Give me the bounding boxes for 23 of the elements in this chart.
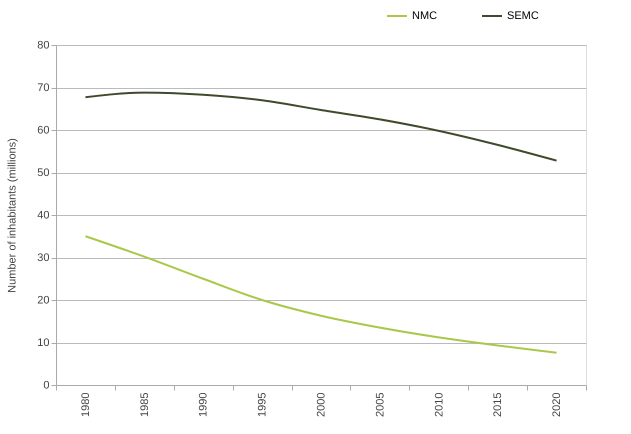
y-tick-label: 60	[37, 124, 50, 136]
y-tick-label: 70	[37, 82, 50, 94]
legend-label: SEMC	[507, 10, 539, 22]
line-series	[84, 92, 558, 162]
x-tick-label: 1990	[198, 392, 210, 417]
x-tick-label: 2010	[433, 392, 446, 417]
x-tick-label: 1980	[80, 392, 92, 417]
x-tick-label: 2020	[551, 392, 564, 417]
legend-label: NMC	[412, 10, 438, 22]
y-axis-title: Number of inhabitants (millions)	[6, 138, 18, 293]
y-tick-label: 40	[37, 210, 50, 222]
y-tick-label: 10	[37, 337, 50, 349]
x-tick-label: 1985	[138, 392, 151, 417]
y-tick-label: 30	[37, 252, 50, 264]
y-tick-label: 20	[37, 294, 50, 306]
x-tick-label: 2015	[492, 392, 504, 417]
x-tick-label: 2000	[316, 392, 328, 417]
x-tick-label: 2005	[374, 392, 386, 417]
x-tick-label: 1995	[256, 392, 269, 417]
line-series	[84, 235, 558, 354]
y-tick-label: 50	[37, 167, 50, 179]
y-tick-label: 80	[37, 40, 50, 52]
y-tick-label: 0	[43, 380, 50, 392]
